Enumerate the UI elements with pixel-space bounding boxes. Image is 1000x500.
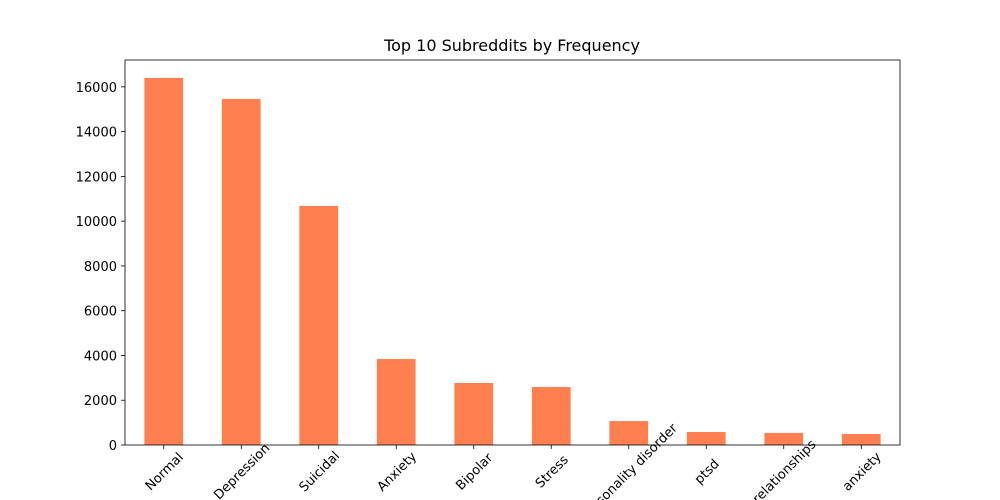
- y-tick-label: 12000: [76, 170, 117, 185]
- bar: [609, 421, 649, 445]
- y-tick-label: 2000: [84, 394, 117, 409]
- y-tick-label: 10000: [76, 215, 117, 230]
- y-tick-label: 0: [109, 439, 117, 454]
- x-tick-label: Anxiety: [375, 449, 421, 495]
- y-tick-label: 16000: [76, 81, 117, 96]
- y-tick-label: 8000: [84, 260, 117, 275]
- chart-title: Top 10 Subreddits by Frequency: [383, 36, 640, 55]
- bar: [144, 77, 184, 445]
- bar: [299, 205, 339, 445]
- x-tick-label: relationships: [750, 437, 820, 500]
- bar: [221, 98, 261, 445]
- x-tick-label: Normal: [143, 450, 187, 494]
- x-tick-label: Suicidal: [297, 449, 343, 495]
- x-tick-label: Depression: [211, 441, 273, 500]
- x-tick-label: ptsd: [692, 457, 723, 488]
- bar: [841, 434, 881, 445]
- x-tick-label: Stress: [533, 452, 572, 491]
- bar: [454, 382, 494, 445]
- plot-frame: [124, 59, 901, 446]
- bar: [686, 432, 726, 445]
- x-tick-label: anxiety: [840, 449, 885, 494]
- y-tick-label: 6000: [84, 305, 117, 320]
- x-tick-label: Bipolar: [453, 450, 496, 493]
- y-tick-label: 14000: [76, 126, 117, 141]
- bar: [376, 359, 416, 445]
- bar: [764, 432, 804, 445]
- bar: [531, 387, 571, 445]
- y-tick-label: 4000: [84, 349, 117, 364]
